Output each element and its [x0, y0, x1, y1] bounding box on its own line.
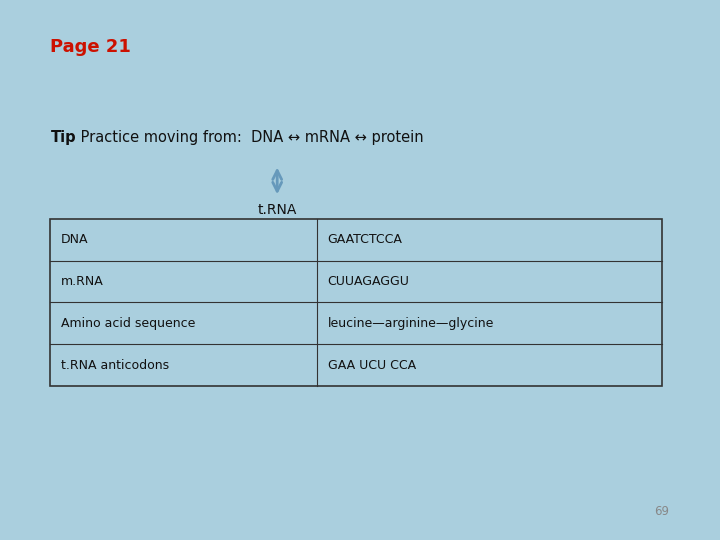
Text: m.RNA: m.RNA [61, 275, 104, 288]
Text: GAA UCU CCA: GAA UCU CCA [328, 359, 415, 372]
Text: leucine—arginine—glycine: leucine—arginine—glycine [328, 317, 494, 330]
Text: Practice moving from:  DNA ↔ mRNA ↔ protein: Practice moving from: DNA ↔ mRNA ↔ prote… [76, 130, 423, 145]
Bar [50, 219, 662, 386]
Text: 69: 69 [654, 505, 670, 518]
Text: Tip: Tip [50, 130, 76, 145]
Text: DNA: DNA [61, 233, 89, 246]
Text: Page 21: Page 21 [50, 38, 131, 56]
Text: Amino acid sequence: Amino acid sequence [61, 317, 196, 330]
Text: GAATCTCCA: GAATCTCCA [328, 233, 402, 246]
Text: t.RNA anticodons: t.RNA anticodons [61, 359, 169, 372]
Text: t.RNA: t.RNA [258, 202, 297, 217]
Text: CUUAGAGGU: CUUAGAGGU [328, 275, 410, 288]
